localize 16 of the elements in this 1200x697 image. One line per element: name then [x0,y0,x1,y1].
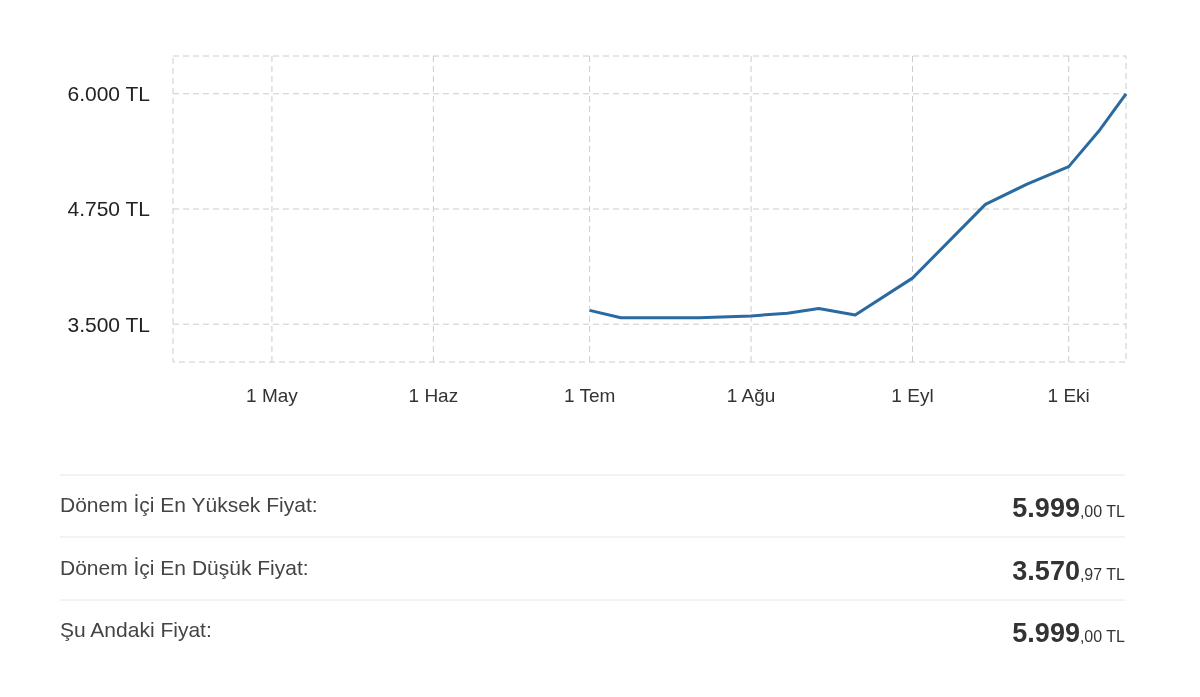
x-tick-label: 1 Eyl [891,385,934,406]
text: 3.570,97 TL [1012,556,1126,586]
text: Şu Andaki Fiyat: [60,618,212,641]
text: Dönem İçi En Düşük Fiyat: [60,556,309,579]
text: 5.999,00 TL [1012,493,1126,523]
x-tick-label: 1 Tem [563,385,616,406]
x-tick-label: 1 Ağu [726,385,776,406]
y-tick-label: 4.750 TL [67,197,150,221]
text: Dönem İçi En Yüksek Fiyat: [60,493,318,516]
text: 5.999,00 TL [1012,618,1126,648]
x-tick-label: 1 May [246,385,299,406]
line-series [588,92,1128,320]
y-tick-label: 3.500 TL [67,312,150,336]
y-tick-label: 6.000 TL [67,82,150,106]
x-tick-label: 1 Haz [408,385,459,406]
x-tick-label: 1 Eki [1047,385,1090,406]
